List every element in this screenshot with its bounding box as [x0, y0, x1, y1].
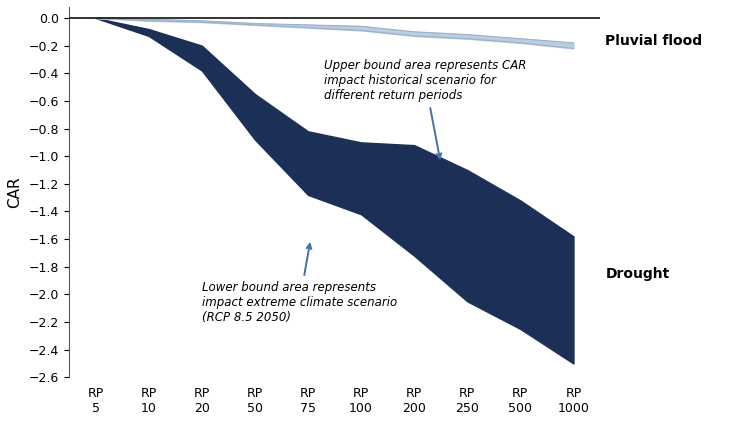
- Text: Lower bound area represents
impact extreme climate scenario
(RCP 8.5 2050): Lower bound area represents impact extre…: [202, 244, 397, 324]
- Text: Upper bound area represents CAR
impact historical scenario for
different return : Upper bound area represents CAR impact h…: [324, 60, 526, 158]
- Y-axis label: CAR: CAR: [7, 176, 22, 208]
- Text: Pluvial flood: Pluvial flood: [605, 35, 703, 49]
- Text: Drought: Drought: [605, 267, 670, 281]
